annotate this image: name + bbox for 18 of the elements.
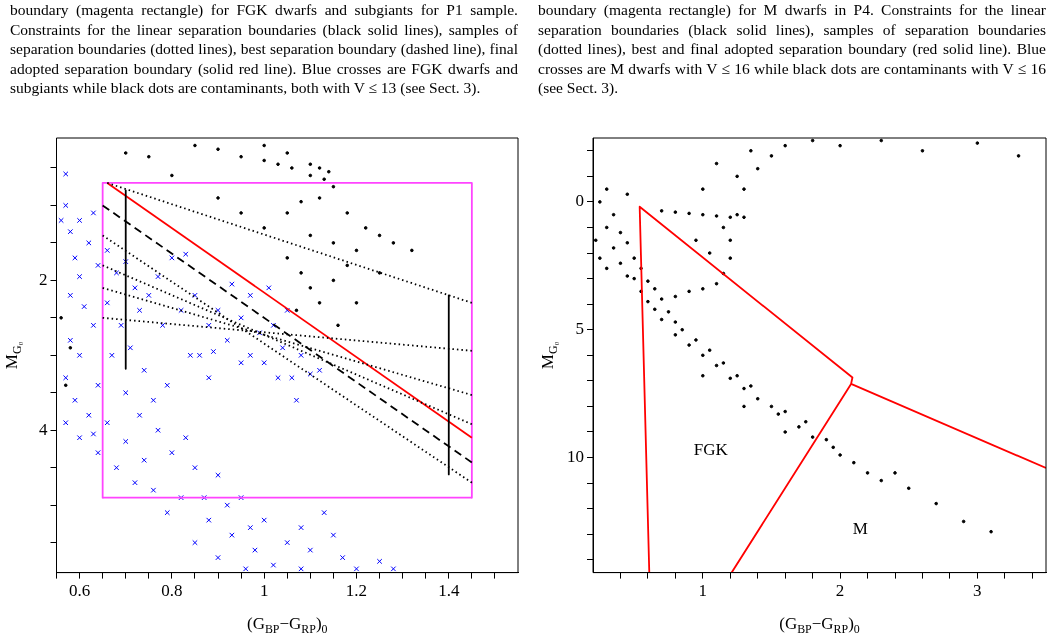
y-tick-label: 4: [39, 419, 48, 439]
x-tick-label: 1.2: [345, 581, 368, 601]
annotation: FGK: [693, 440, 729, 460]
x-tick-label: 3: [973, 581, 982, 601]
x-tick-label: 1.4: [438, 581, 460, 601]
y-tick-label: 10: [567, 447, 584, 467]
y-tick-label: 0: [575, 191, 584, 211]
x-tick-label: 1: [698, 581, 708, 601]
x-tick-label: 2: [835, 581, 845, 601]
y-tick-label: 5: [575, 319, 584, 339]
y-axis-title: MG₀: [538, 341, 561, 370]
x-tick-label: 1: [259, 581, 269, 601]
y-axis-title: MG₀: [1, 341, 24, 370]
text: boundary (magenta rectangle) for M dwarfs in P4. Constraints for the linear separation boundaries (black solid lines), samples of separation boundaries (dotted lines), best and final adopted separation boundary (red solid line). Blue crosses are M dwarfs with V ≤ 16 while black dots are contaminants with V ≤ 16 (see Sect. 3).: [538, 0, 1046, 98]
annotation: M: [852, 518, 868, 538]
x-tick-label: 0.8: [161, 581, 183, 601]
x-tick-label: 0.6: [68, 581, 91, 601]
text: boundary (magenta rectangle) for FGK dwarfs and subgiants for P1 sample. Constraints for the linear separation boundaries (black solid lines), samples of separation boundaries (dotted lines), best separation boundary (dashed line), final adopted separation boundary (solid red line). Blue crosses are FGK dwarfs and subgiants while black dots are contaminants, both with V ≤ 13 (see Sect. 3).: [10, 0, 518, 98]
